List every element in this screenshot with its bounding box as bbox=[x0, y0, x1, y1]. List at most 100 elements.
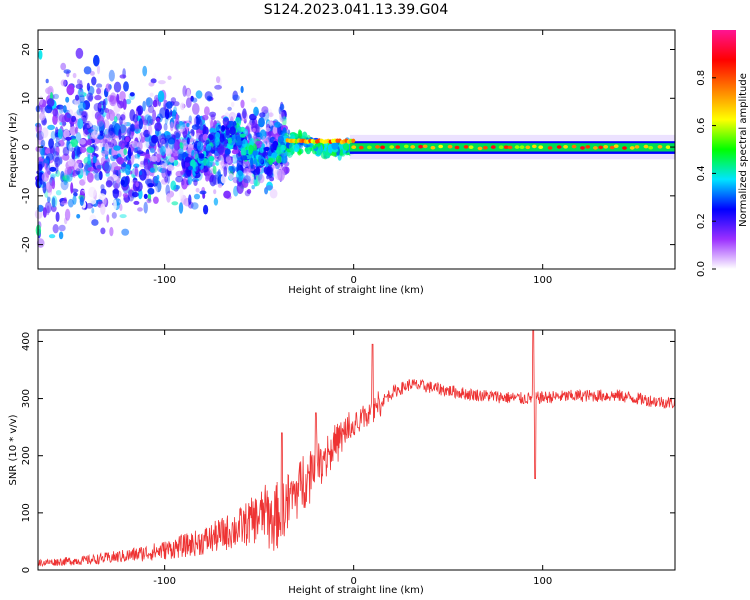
spectrogram-noise-mark bbox=[138, 118, 143, 130]
spectrogram-noise-mark bbox=[258, 117, 265, 128]
spectrogram-noise-mark bbox=[143, 157, 149, 166]
spectrogram-noise-mark bbox=[258, 122, 264, 127]
spectrogram-noise-mark bbox=[83, 162, 89, 171]
spectrogram-noise-mark bbox=[252, 127, 256, 132]
spectrogram-noise-mark bbox=[177, 126, 186, 132]
spectrogram-noise-mark bbox=[96, 164, 103, 169]
snr-ticks: -100 0 100 0 100 200 300 400 bbox=[21, 330, 675, 587]
snr-xlabel: Height of straight line (km) bbox=[288, 585, 424, 596]
spectrogram-noise-mark bbox=[223, 190, 232, 199]
spectrogram-carrier-peak bbox=[571, 144, 577, 149]
spectrogram-noise-mark bbox=[262, 135, 266, 144]
spectrogram-noise-mark bbox=[191, 97, 198, 103]
spectrogram-noise-mark bbox=[107, 94, 115, 102]
spectrogram-noise-mark bbox=[134, 121, 138, 130]
spectrogram-noise-mark bbox=[213, 189, 217, 195]
spectrogram-carrier-peak bbox=[468, 145, 474, 149]
spectrogram-noise-mark bbox=[48, 234, 56, 239]
spectrogram-noise-mark bbox=[88, 94, 93, 102]
spectrogram-noise-mark bbox=[108, 69, 115, 82]
spectrogram-noise-mark bbox=[227, 106, 232, 111]
spectrogram-noise-mark bbox=[147, 188, 155, 195]
spectrogram-xtick-label: 0 bbox=[350, 275, 356, 286]
spectrogram-noise-mark bbox=[177, 121, 186, 130]
spectrogram-noise-mark bbox=[107, 141, 112, 146]
spectrogram-noise-mark bbox=[77, 89, 85, 97]
spectrogram-carrier-peak bbox=[585, 145, 591, 149]
spectrogram-noise-mark bbox=[147, 123, 152, 136]
spectrogram-noise-mark bbox=[99, 108, 104, 115]
spectrogram-noise-mark bbox=[173, 130, 181, 139]
spectrogram-noise-mark bbox=[51, 205, 57, 213]
spectrogram-noise-mark bbox=[169, 156, 175, 163]
spectrogram-noise-mark bbox=[143, 201, 148, 214]
spectrogram-noise-mark bbox=[123, 156, 128, 162]
spectrogram-noise-mark bbox=[39, 112, 46, 121]
spectrogram-noise-mark bbox=[232, 94, 240, 101]
spectrogram-transition-mark bbox=[209, 127, 217, 134]
spectrogram-noise-mark bbox=[45, 147, 54, 155]
spectrogram-noise-mark bbox=[195, 187, 200, 193]
spectrogram-carrier-peak bbox=[507, 145, 513, 150]
spectrogram-noise-mark bbox=[66, 84, 75, 96]
spectrogram-noise-mark bbox=[191, 124, 200, 130]
spectrogram-noise-mark bbox=[182, 141, 188, 150]
spectrogram-transition-mark bbox=[264, 162, 269, 168]
spectrogram-noise-mark bbox=[175, 121, 180, 131]
spectrogram-noise-mark bbox=[180, 170, 185, 175]
spectrogram-noise-mark bbox=[60, 200, 69, 205]
spectrogram-noise-mark bbox=[96, 164, 102, 171]
spectrogram-noise-mark bbox=[58, 231, 64, 240]
spectrogram-noise-mark bbox=[70, 182, 74, 194]
spectrogram-noise-mark bbox=[62, 146, 70, 156]
spectrogram-noise-mark bbox=[253, 106, 259, 117]
spectrogram-noise-mark bbox=[159, 137, 167, 145]
spectrogram-transition-mark bbox=[258, 154, 264, 164]
spectrogram-noise-mark bbox=[131, 155, 137, 160]
spectrogram-noise-mark bbox=[82, 115, 87, 125]
spectrogram-noise-mark bbox=[91, 76, 97, 86]
spectrogram-carrier-peak bbox=[609, 145, 615, 150]
spectrogram-noise-mark bbox=[122, 193, 128, 198]
spectrogram-noise-mark bbox=[70, 138, 79, 148]
spectrogram-noise-mark bbox=[98, 170, 103, 181]
spectrogram-noise-mark bbox=[37, 204, 44, 212]
spectrogram-noise-mark bbox=[241, 161, 247, 167]
spectrogram-noise-mark bbox=[83, 66, 92, 75]
spectrogram-noise-mark bbox=[154, 186, 158, 195]
spectrogram-noise-mark bbox=[108, 109, 115, 122]
spectrogram-noise-mark bbox=[86, 172, 94, 183]
spectrogram-carrier-peak bbox=[519, 145, 525, 149]
spectrogram-noise-mark bbox=[142, 65, 148, 77]
snr-xtick-label: 100 bbox=[533, 576, 552, 587]
spectrogram-xtick-label: 100 bbox=[533, 275, 552, 286]
spectrogram-carrier-peak bbox=[525, 145, 531, 150]
spectrogram-carrier-peak bbox=[538, 145, 544, 149]
spectrogram-noise-mark bbox=[68, 198, 74, 208]
spectrogram-noise-mark bbox=[85, 202, 94, 209]
spectrogram-carrier-peak bbox=[531, 144, 537, 149]
spectrogram-noise-mark bbox=[54, 142, 61, 148]
spectrogram-noise-mark bbox=[87, 166, 95, 172]
spectrogram-noise-mark bbox=[60, 105, 64, 112]
spectrogram-noise-mark bbox=[269, 108, 273, 120]
spectrogram-noise-mark bbox=[71, 150, 76, 160]
spectrogram-noise-mark bbox=[79, 146, 87, 153]
spectrogram-noise-mark bbox=[149, 92, 154, 97]
spectrogram-noise-mark bbox=[157, 135, 166, 141]
spectrogram-noise-mark bbox=[160, 145, 166, 156]
spectrogram-noise-mark bbox=[105, 152, 109, 160]
spectrogram-ytick-label: 20 bbox=[21, 43, 32, 56]
spectrogram-transition-mark bbox=[206, 158, 214, 167]
spectrogram-carrier-peak bbox=[547, 146, 553, 150]
snr-ytick-label: 400 bbox=[21, 332, 32, 351]
spectrogram-noise-mark bbox=[118, 199, 125, 204]
spectrogram-noise-mark bbox=[213, 197, 219, 206]
spectrogram-noise-mark bbox=[108, 124, 116, 134]
spectrogram-transition-mark bbox=[312, 144, 317, 149]
spectrogram-marks bbox=[34, 47, 675, 248]
spectrogram-noise-mark bbox=[75, 83, 84, 90]
spectrogram-carrier-peak bbox=[490, 145, 496, 149]
spectrogram-noise-mark bbox=[157, 166, 163, 172]
spectrogram-noise-mark bbox=[106, 214, 110, 223]
